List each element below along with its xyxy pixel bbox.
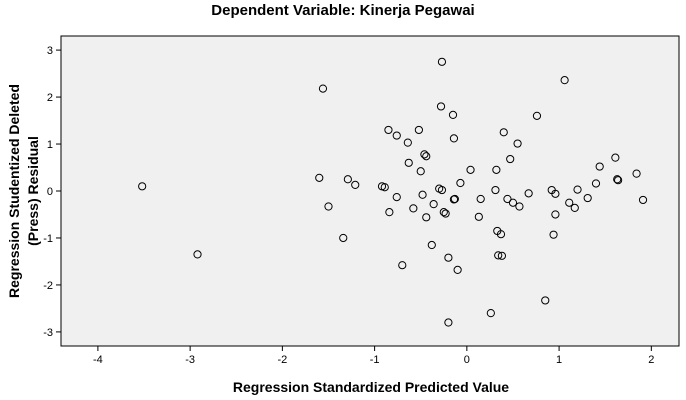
data-point: [437, 57, 447, 66]
data-point: [551, 189, 560, 198]
data-point: [409, 204, 418, 213]
axis-ticks: -4 -3 -2 -1 0 1 2 -3 -2 -1 0 1 2 3: [43, 45, 654, 366]
x-tick-label: -4: [93, 354, 103, 366]
data-point: [532, 111, 542, 120]
x-tick-label: -2: [277, 354, 287, 366]
data-point: [614, 176, 623, 185]
data-point: [422, 213, 431, 222]
data-point: [456, 178, 465, 188]
data-point: [193, 250, 202, 259]
data-point: [343, 175, 352, 184]
data-point: [506, 154, 515, 164]
data-point: [444, 253, 453, 262]
data-point: [429, 200, 438, 209]
data-point: [496, 230, 506, 239]
data-point: [549, 230, 558, 239]
data-point: [324, 202, 333, 211]
data-point: [398, 261, 407, 270]
data-point: [486, 309, 495, 318]
data-point: [524, 189, 533, 198]
data-point: [318, 84, 328, 93]
data-point: [499, 128, 508, 137]
data-point: [392, 193, 401, 202]
x-tick-label: -1: [370, 354, 380, 366]
data-point: [638, 195, 648, 205]
data-point: [476, 194, 485, 204]
data-point: [392, 131, 401, 140]
data-point: [351, 180, 360, 189]
data-point: [418, 190, 427, 199]
data-point: [380, 183, 389, 192]
data-point: [403, 138, 412, 147]
data-point: [611, 153, 620, 162]
data-points: [138, 57, 648, 327]
data-point: [494, 251, 503, 260]
x-axis-label: Regression Standardized Predicted Value: [233, 379, 509, 395]
data-point: [492, 165, 501, 174]
y-tick-label: 1: [47, 139, 53, 151]
data-point: [315, 173, 324, 182]
x-tick-label: 0: [464, 354, 470, 366]
chart-title: Dependent Variable: Kinerja Pegawai: [211, 2, 475, 19]
data-point: [138, 182, 147, 191]
x-tick-label: 2: [648, 354, 654, 366]
data-point: [560, 76, 569, 85]
data-point: [497, 251, 507, 260]
data-point: [404, 158, 413, 167]
data-point: [444, 318, 453, 327]
data-point: [513, 139, 522, 148]
data-point: [491, 185, 500, 195]
y-tick-label: -2: [43, 280, 53, 292]
data-point: [551, 210, 560, 219]
data-point: [427, 240, 436, 250]
data-point: [570, 203, 579, 213]
y-axis-label-line1: Regression Studentized Deleted: [6, 84, 22, 298]
data-point: [437, 185, 447, 195]
data-point: [420, 150, 429, 159]
data-point: [416, 167, 425, 176]
data-point: [436, 102, 446, 111]
y-tick-label: 3: [47, 45, 53, 57]
data-point: [414, 125, 423, 135]
plot-area: [60, 35, 680, 347]
data-point: [448, 110, 458, 120]
y-tick-label: -3: [43, 327, 53, 339]
data-point: [450, 194, 459, 204]
data-point: [508, 198, 518, 207]
data-point: [422, 152, 431, 161]
data-point: [503, 194, 512, 204]
data-point: [595, 162, 604, 171]
data-point: [541, 296, 550, 305]
data-point: [439, 208, 448, 217]
data-point: [613, 175, 622, 184]
data-point: [384, 125, 393, 135]
data-point: [385, 208, 394, 217]
data-point: [632, 169, 641, 178]
data-point: [591, 179, 601, 188]
data-point: [515, 202, 524, 211]
x-tick-label: -3: [185, 354, 195, 366]
data-point: [474, 212, 483, 221]
data-point: [339, 233, 348, 243]
data-point: [453, 265, 462, 275]
data-point: [583, 193, 592, 203]
data-point: [441, 209, 450, 218]
data-point: [565, 198, 574, 207]
data-point: [449, 134, 459, 143]
x-tick-label: 1: [556, 354, 562, 366]
data-point: [573, 185, 582, 194]
y-tick-label: 0: [47, 186, 53, 198]
data-point: [466, 165, 475, 174]
y-tick-label: -1: [43, 233, 53, 245]
y-axis-label-line2: (Press) Residual: [25, 136, 41, 246]
y-tick-label: 2: [47, 92, 53, 104]
